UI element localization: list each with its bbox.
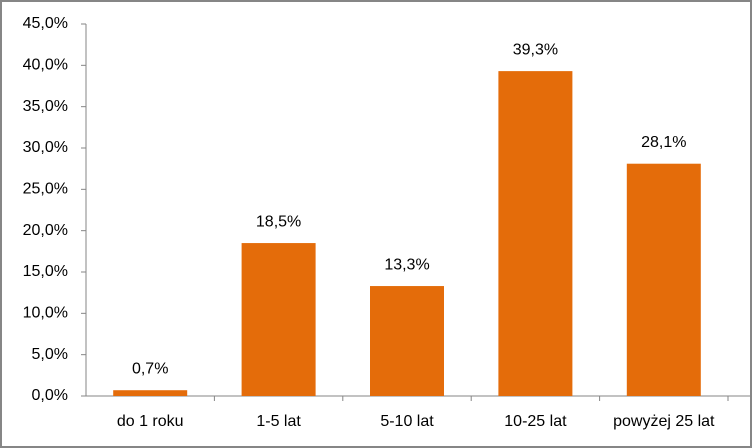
y-tick-label: 15,0%	[23, 263, 68, 280]
value-label: 18,5%	[256, 213, 301, 230]
x-tick-label: 1-5 lat	[256, 413, 301, 430]
bar	[113, 390, 188, 396]
y-tick-label: 10,0%	[23, 305, 68, 322]
y-tick-label: 35,0%	[23, 98, 68, 115]
value-label: 0,7%	[132, 360, 168, 377]
bar	[370, 286, 444, 396]
y-tick-label: 45,0%	[23, 15, 68, 32]
x-tick-label: do 1 roku	[117, 413, 184, 430]
y-tick-label: 5,0%	[32, 346, 68, 363]
x-tick-label: 10-25 lat	[504, 413, 567, 430]
y-tick-label: 25,0%	[23, 181, 68, 198]
y-tick-label: 40,0%	[23, 57, 68, 74]
y-tick-label: 0,0%	[32, 387, 68, 404]
bar	[241, 243, 316, 396]
value-label: 28,1%	[641, 134, 686, 151]
bar	[498, 71, 573, 397]
x-tick-label: powyżej 25 lat	[613, 413, 715, 430]
value-label: 13,3%	[384, 256, 429, 273]
bar	[626, 163, 701, 396]
value-label: 39,3%	[513, 41, 558, 58]
y-tick-label: 20,0%	[23, 222, 68, 239]
x-tick-label: 5-10 lat	[380, 413, 434, 430]
y-tick-label: 30,0%	[23, 139, 68, 156]
